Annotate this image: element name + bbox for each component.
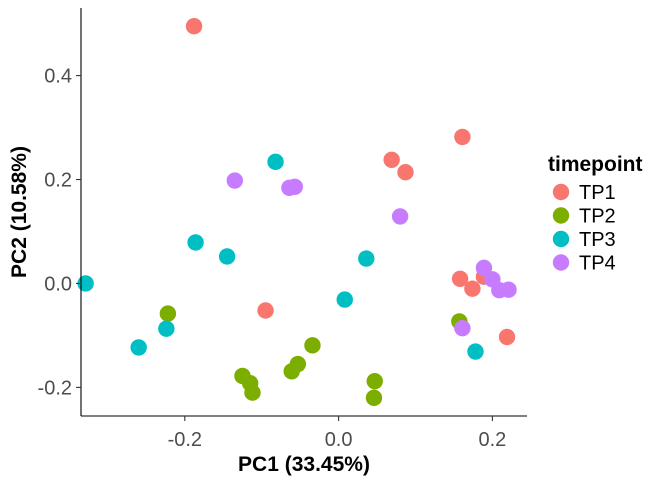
legend-key-tp3 — [552, 230, 570, 248]
x-tick-label: 0.2 — [478, 429, 506, 451]
y-tick-label: 0.2 — [44, 170, 72, 192]
data-point-tp3 — [336, 291, 353, 308]
legend-key-tp1 — [552, 183, 570, 201]
data-point-tp4 — [500, 281, 517, 298]
data-point-tp2 — [365, 389, 383, 407]
legend-key-tp4 — [552, 254, 570, 271]
data-point-tp4 — [286, 178, 303, 195]
data-point-tp2 — [304, 337, 321, 354]
data-points-layer — [77, 17, 517, 407]
legend-title: timepoint — [548, 153, 643, 176]
data-point-tp2 — [244, 384, 261, 401]
series-tp1 — [185, 17, 516, 346]
series-tp3 — [77, 153, 484, 360]
data-point-tp1 — [454, 128, 471, 146]
data-point-tp1 — [498, 328, 516, 346]
series-tp2 — [159, 305, 468, 407]
y-axis-title: PC2 (10.58%) — [8, 146, 31, 278]
data-point-tp2 — [159, 305, 177, 322]
legend-label-tp1: TP1 — [579, 182, 616, 204]
legend-label-tp4: TP4 — [579, 253, 616, 275]
legend-label-tp2: TP2 — [579, 206, 616, 228]
data-point-tp3 — [130, 339, 147, 356]
x-tick-label: 0.0 — [325, 429, 353, 451]
legend-key-tp2 — [552, 207, 570, 224]
data-point-tp4 — [454, 319, 471, 337]
axis-ticks-layer: -0.2 0.0 0.2 -0.2 0.0 0.2 0.4 — [38, 66, 507, 451]
data-point-tp1 — [451, 270, 469, 287]
x-tick-label: -0.2 — [168, 429, 202, 451]
data-point-tp2 — [366, 372, 383, 390]
data-point-tp4 — [226, 172, 243, 189]
x-axis-title: PC1 (33.45%) — [238, 453, 370, 476]
y-tick-label: 0.4 — [44, 66, 72, 88]
data-point-tp3 — [158, 320, 175, 337]
data-point-tp3 — [358, 250, 375, 267]
data-point-tp1 — [464, 280, 481, 297]
data-point-tp4 — [475, 259, 493, 277]
data-point-tp1 — [397, 164, 414, 181]
data-point-tp3 — [267, 153, 284, 171]
legend-label-tp3: TP3 — [579, 229, 616, 251]
data-point-tp1 — [383, 151, 400, 168]
data-point-tp3 — [187, 234, 204, 251]
y-tick-label: -0.2 — [38, 377, 72, 399]
series-tp4 — [226, 172, 517, 337]
data-point-tp1 — [185, 17, 203, 35]
data-point-tp3 — [218, 248, 236, 265]
y-tick-label: 0.0 — [44, 273, 72, 295]
data-point-tp2 — [283, 363, 300, 380]
data-point-tp1 — [257, 302, 274, 319]
data-point-tp4 — [391, 208, 409, 225]
data-point-tp3 — [467, 343, 484, 360]
